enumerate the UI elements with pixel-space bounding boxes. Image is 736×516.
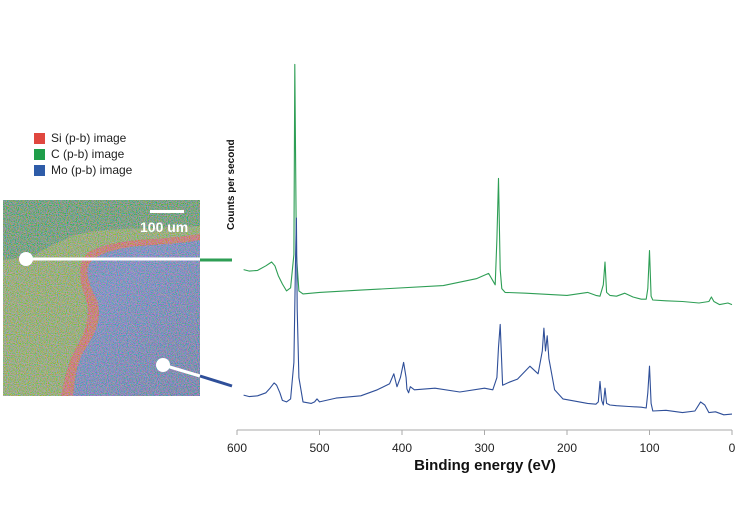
legend-swatch-si [34,132,45,144]
series-line-bottom [243,217,733,416]
x-tick-label: 0 [729,441,736,455]
marker-point-top [19,252,33,266]
legend: Si (p-b) image C (p-b) image Mo (p-b) im… [34,130,132,178]
x-tick-label: 600 [227,441,247,455]
series-layer [243,63,733,416]
scale-bar-label: 100 um [140,219,189,235]
series-line-top [243,63,733,306]
legend-item-si: Si (p-b) image [34,130,132,146]
legend-swatch-c [34,148,45,160]
x-ticks: 600 500 400 300 200 100 0 [227,430,736,455]
x-tick-label: 400 [392,441,412,455]
legend-item-mo: Mo (p-b) image [34,162,132,178]
x-tick-label: 100 [639,441,659,455]
legend-label-mo: Mo (p-b) image [51,163,133,177]
legend-item-c: C (p-b) image [34,146,132,162]
x-tick-label: 300 [474,441,494,455]
connector-line-bottom-blue [199,374,233,388]
connectors [19,252,233,388]
connector-line-bottom [162,363,201,378]
x-tick-label: 500 [309,441,329,455]
legend-swatch-mo [34,164,45,176]
legend-label-c: C (p-b) image [51,147,125,161]
scale-bar [150,210,184,213]
x-axis-label: Binding energy (eV) [414,457,556,474]
x-tick-label: 200 [557,441,577,455]
legend-label-si: Si (p-b) image [51,131,127,145]
